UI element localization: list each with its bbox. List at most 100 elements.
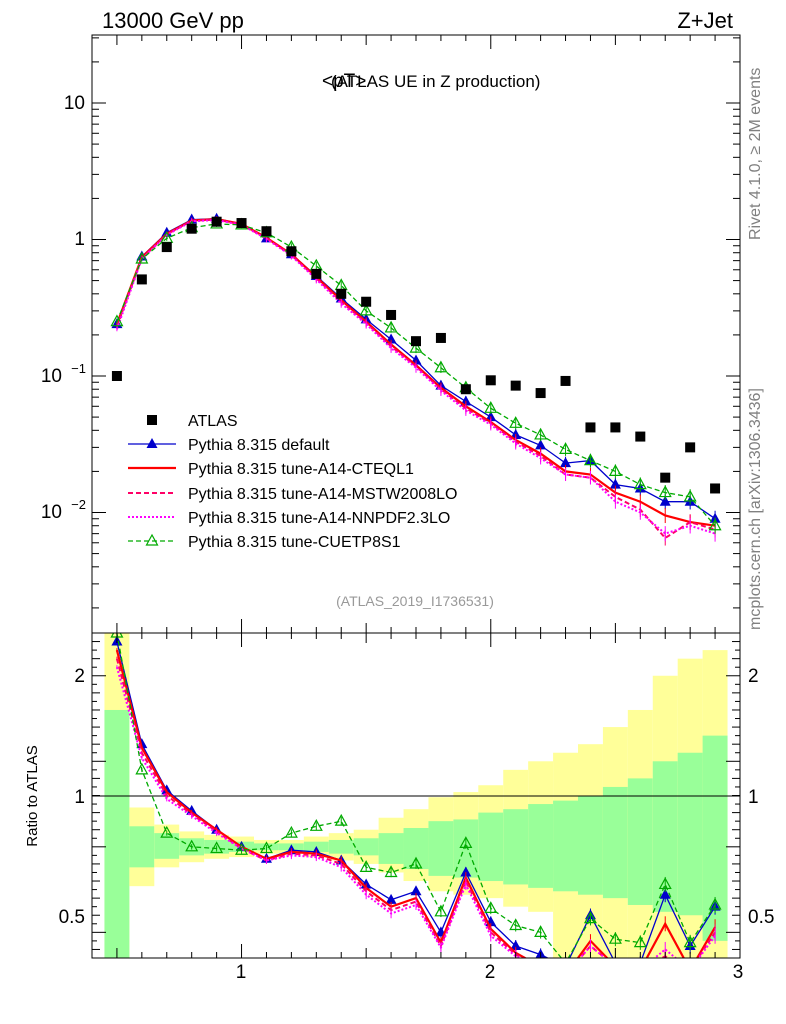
ratio-band-inner-19 xyxy=(578,795,603,895)
ratio-series xyxy=(110,633,722,971)
ratio-series-cuetp8s1 xyxy=(110,633,722,958)
plot-title-rest: (ATLAS UE in Z production) xyxy=(331,72,540,91)
ratio-band-inner-16 xyxy=(503,809,529,885)
ratio-point-cuetp8s1-14 xyxy=(459,836,473,848)
ratio-band-inner-13 xyxy=(428,821,454,876)
ratio-band-inner-18 xyxy=(553,800,578,892)
plot-title-main: <pT> xyxy=(322,71,366,92)
ratio-point-cuetp8s1-20 xyxy=(608,931,622,944)
y-tick-label-0p1-exp: −1 xyxy=(71,361,86,376)
analysis-id: (ATLAS_2019_I1736531) xyxy=(336,593,494,609)
ratio-band-inner-20 xyxy=(602,786,628,899)
legend-symbol-default xyxy=(128,438,176,448)
ratio-point-cuetp8s1-9 xyxy=(334,813,348,826)
ratio-point-cuetp8s1-4 xyxy=(210,841,224,854)
main-point-default-20 xyxy=(609,478,621,489)
ratio-point-cuetp8s1-10 xyxy=(359,860,373,872)
ratio-point-default-18 xyxy=(560,961,571,971)
side-label-mcplots: mcplots.cern.ch [arXiv:1306.3436] xyxy=(747,388,764,630)
main-line-cuetp8s1 xyxy=(116,223,716,527)
main-point-data-10 xyxy=(361,296,372,307)
legend-marker-cuetp8s1 xyxy=(145,533,159,546)
ratio-band-inner-0 xyxy=(104,709,130,958)
ratio-point-cuetp8s1-2 xyxy=(160,825,174,838)
ratio-point-default-22 xyxy=(659,888,671,899)
ratio-point-cuetp8s1-17 xyxy=(534,925,548,937)
main-point-data-4 xyxy=(211,216,222,227)
ratio-band-inner-1 xyxy=(129,826,155,868)
ratio-point-cuetp8s1-21 xyxy=(633,935,647,948)
ratio-band-inner-11 xyxy=(378,833,404,864)
ratio-y-tick-label-1-left: 1 xyxy=(74,787,85,808)
ratio-band-inner-23 xyxy=(677,752,703,916)
ratio-frame xyxy=(91,632,741,959)
main-point-cuetp8s1-12 xyxy=(409,340,423,353)
main-point-data-1 xyxy=(136,274,147,285)
side-label-rivet: Rivet 4.1.0, ≥ 2M events xyxy=(747,68,764,240)
legend-label-a14-cteql1: Pythia 8.315 tune-A14-CTEQL1 xyxy=(188,461,414,478)
main-point-cuetp8s1-0 xyxy=(110,314,124,327)
main-point-cuetp8s1-13 xyxy=(434,360,448,373)
ratio-band-inner-21 xyxy=(627,778,653,905)
main-point-cuetp8s1-10 xyxy=(359,303,373,316)
main-point-cuetp8s1-19 xyxy=(583,453,597,466)
main-point-data-3 xyxy=(186,223,197,234)
legend-label-atlas: ATLAS xyxy=(188,413,238,430)
ratio-point-cuetp8s1-18 xyxy=(564,955,567,958)
x-tick-label-3: 3 xyxy=(733,962,744,983)
y-tick-label-10: 10 xyxy=(64,93,85,114)
ratio-point-cuetp8s1-22 xyxy=(658,877,672,890)
ratio-y-tick-label-2-right: 2 xyxy=(748,666,759,687)
ratio-point-cuetp8s1-8 xyxy=(309,819,323,831)
main-point-default-17 xyxy=(535,439,547,450)
main-point-data-12 xyxy=(411,336,421,347)
ratio-point-cuetp8s1-3 xyxy=(185,839,199,852)
main-point-data-21 xyxy=(635,431,646,442)
main-point-default-16 xyxy=(510,428,522,439)
main-point-cuetp8s1-23 xyxy=(683,489,697,502)
legend: ATLAS Pythia 8.315 default Pythia 8.315 … xyxy=(128,413,457,551)
ratio-point-cuetp8s1-23 xyxy=(683,935,697,948)
legend-label-default: Pythia 8.315 default xyxy=(188,437,330,454)
main-point-data-13 xyxy=(435,332,446,343)
ratio-band-inner-9 xyxy=(328,839,354,854)
main-point-data-0 xyxy=(111,371,122,381)
ratio-point-cuetp8s1-12 xyxy=(409,856,423,869)
ratio-y-tick-label-1-right: 1 xyxy=(748,787,759,808)
main-point-cuetp8s1-24 xyxy=(708,518,722,531)
legend-symbol-atlas xyxy=(147,415,157,425)
x-tick-label-2: 2 xyxy=(485,962,496,983)
main-point-data-2 xyxy=(161,242,172,253)
main-point-cuetp8s1-11 xyxy=(384,320,398,333)
main-point-data-5 xyxy=(236,218,247,229)
y-tick-label-0p01-base: 10 xyxy=(41,502,62,523)
ratio-point-cuetp8s1-19 xyxy=(583,911,597,924)
y-tick-label-1: 1 xyxy=(74,229,85,250)
ratio-y-axis-label: Ratio to ATLAS xyxy=(24,745,41,846)
ratio-point-cuetp8s1-16 xyxy=(509,918,523,931)
legend-label-a14-mstw: Pythia 8.315 tune-A14-MSTW2008LO xyxy=(188,486,457,503)
main-point-cuetp8s1-16 xyxy=(509,416,523,428)
ratio-y-tick-label-2-left: 2 xyxy=(74,666,85,687)
main-point-data-20 xyxy=(610,422,621,433)
ratio-point-cuetp8s1-1 xyxy=(135,762,149,775)
ratio-point-default-16 xyxy=(510,940,522,951)
ratio-point-default-21 xyxy=(639,957,641,958)
ratio-y-tick-label-0p5-right: 0.5 xyxy=(748,907,774,928)
ratio-band-inner-15 xyxy=(478,812,504,882)
legend-marker-data xyxy=(147,415,157,425)
ratio-point-cuetp8s1-11 xyxy=(384,865,398,878)
main-point-default-18 xyxy=(560,457,572,468)
main-point-data-24 xyxy=(710,483,721,494)
ratio-point-default-2 xyxy=(161,784,173,795)
main-point-cuetp8s1-15 xyxy=(484,401,498,413)
ratio-band-inner-10 xyxy=(353,838,379,856)
ratio-point-default-11 xyxy=(385,893,397,904)
main-point-cuetp8s1-20 xyxy=(608,464,622,477)
main-panel: <pT> (ATLAS UE in Z production) (ATLAS_2… xyxy=(41,34,741,634)
ratio-point-default-14 xyxy=(460,866,472,877)
header-right: Z+Jet xyxy=(677,8,733,33)
ratio-y-tick-label-0p5-left: 0.5 xyxy=(59,907,85,928)
ratio-point-cuetp8s1-5 xyxy=(235,842,249,855)
